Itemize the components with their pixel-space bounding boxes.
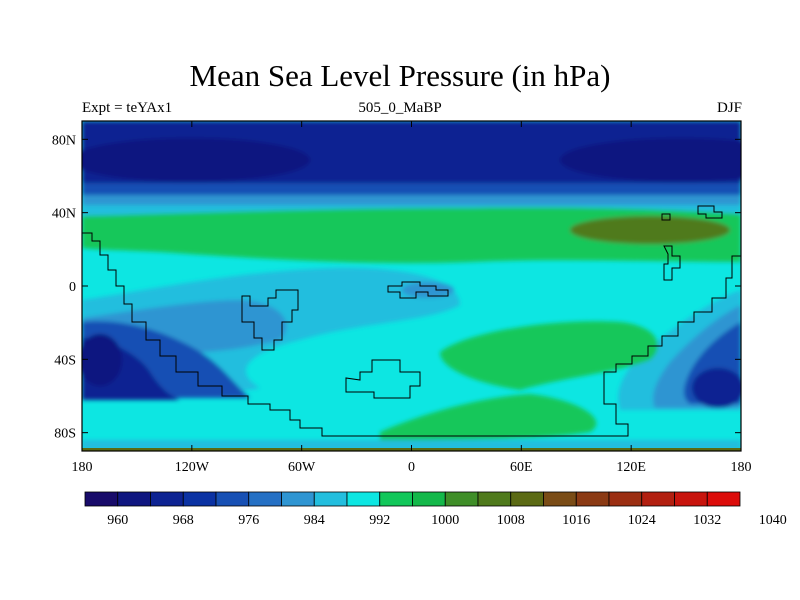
coastline-island-west — [241, 289, 299, 351]
coastline-island-equatorial — [387, 281, 449, 299]
colorbar: 960 968 976 984 992 1000 1008 1016 1024 1032 1040 — [84, 491, 787, 528]
coastline-layer — [82, 205, 741, 437]
colorbar-swatch — [444, 491, 479, 507]
colorbar-swatch — [313, 491, 348, 507]
colorbar-swatch — [117, 491, 151, 507]
contour-fill-layer — [82, 121, 741, 451]
colorbar-swatch — [281, 491, 315, 507]
colorbar-label: 976 — [238, 513, 259, 528]
colorbar-label: 968 — [173, 513, 194, 528]
colorbar-swatch — [150, 491, 184, 507]
contour-high-south-indian — [440, 321, 658, 390]
lon-tick-label: 60W — [288, 460, 316, 475]
colorbar-label: 1000 — [431, 513, 459, 528]
colorbar-label: 1016 — [562, 513, 590, 528]
colorbar-label: 992 — [369, 513, 390, 528]
colorbar-swatch — [248, 491, 282, 507]
colorbar-swatch — [575, 491, 610, 507]
colorbar-swatch — [641, 491, 675, 507]
colorbar-label: 1024 — [628, 513, 656, 528]
lon-tick-label: 180 — [731, 460, 752, 475]
colorbar-label: 984 — [304, 513, 325, 528]
colorbar-swatch — [84, 491, 119, 507]
colorbar-label: 1032 — [693, 513, 721, 528]
lat-tick-label: 80S — [54, 427, 76, 442]
coastline-island-arc — [663, 245, 681, 281]
coastline-island-north — [661, 213, 671, 221]
contour-high-asia — [570, 216, 730, 244]
contour-low-southeast — [692, 368, 741, 408]
lon-tick-label: 120E — [616, 460, 646, 475]
lat-tick-label: 0 — [69, 280, 76, 295]
colorbar-swatch — [379, 491, 413, 507]
coastline-south-continent — [82, 232, 741, 437]
colorbar-swatch — [182, 491, 217, 507]
colorbar-swatch — [346, 491, 381, 507]
lat-tick-label: 80N — [52, 133, 76, 148]
experiment-label: Expt = teYAx1 — [82, 100, 173, 116]
map-title: Mean Sea Level Pressure (in hPa) — [189, 58, 611, 93]
map-axes: 180 120W 60W 0 60E 120E 180 80N 40N 0 40S 80S — [52, 121, 752, 475]
contour-low-equatorial — [402, 282, 454, 298]
colorbar-swatch — [412, 491, 446, 507]
colorbar-swatch — [215, 491, 250, 507]
lon-tick-label: 0 — [408, 460, 415, 475]
lon-tick-label: 60E — [510, 460, 533, 475]
coastline-island-northeast — [697, 205, 723, 219]
contour-low-southwest — [82, 334, 122, 386]
colorbar-swatch — [706, 491, 741, 507]
colorbar-swatch — [510, 491, 544, 507]
contour-low-northwest — [82, 138, 310, 182]
contour-band-1008-north — [82, 207, 741, 264]
colorbar-label: 1008 — [497, 513, 525, 528]
colorbar-swatch — [608, 491, 643, 507]
lon-tick-label: 180 — [72, 460, 93, 475]
lat-tick-label: 40S — [54, 353, 76, 368]
colorbar-swatch — [477, 491, 512, 507]
contour-low-northeast — [560, 138, 741, 182]
colorbar-label: 1040 — [759, 513, 787, 528]
colorbar-swatch — [674, 491, 708, 507]
colorbar-swatch — [543, 491, 577, 507]
lat-tick-label: 40N — [52, 207, 76, 222]
coastline-island-south — [345, 359, 421, 399]
lon-tick-label: 120W — [175, 460, 210, 475]
contour-high-south-atlantic — [380, 394, 597, 440]
colorbar-label: 960 — [107, 513, 128, 528]
season-label: DJF — [716, 100, 742, 116]
time-label: 505_0_MaBP — [358, 100, 442, 116]
